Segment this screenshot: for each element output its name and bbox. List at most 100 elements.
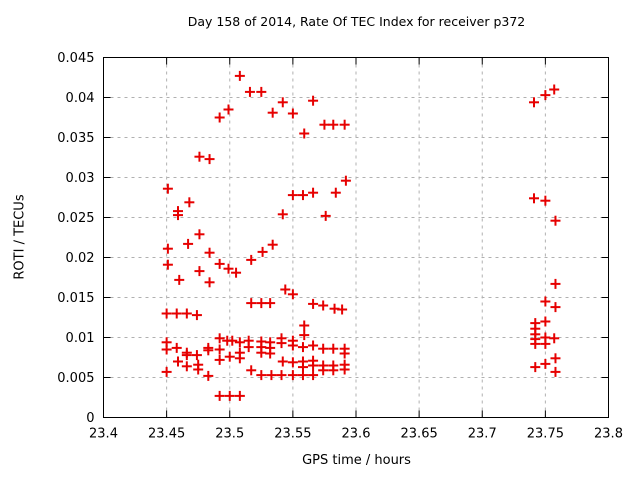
data-point <box>529 97 540 108</box>
data-point <box>194 266 205 277</box>
data-point <box>234 353 245 364</box>
y-tick-label: 0.04 <box>66 91 95 106</box>
chart-title: Day 158 of 2014, Rate Of TEC Index for r… <box>187 14 526 29</box>
data-point <box>277 209 288 220</box>
data-point <box>214 112 225 123</box>
data-point <box>549 84 560 95</box>
y-tick-label: 0.015 <box>57 291 94 306</box>
data-point <box>161 308 172 319</box>
data-point <box>276 338 287 349</box>
data-point <box>328 365 339 376</box>
x-tick-label: 23.5 <box>215 427 244 442</box>
data-point <box>319 119 330 130</box>
data-point <box>246 365 257 376</box>
data-point <box>318 343 329 354</box>
data-point <box>308 95 319 106</box>
data-point <box>203 370 214 381</box>
data-point <box>540 90 551 101</box>
data-point <box>540 338 551 349</box>
data-point <box>172 210 183 221</box>
data-point <box>340 175 351 186</box>
data-point <box>214 344 225 355</box>
data-point <box>530 338 541 349</box>
data-point <box>161 366 172 377</box>
data-point <box>287 190 298 201</box>
data-point <box>214 258 225 269</box>
y-tick-label: 0.005 <box>57 371 94 386</box>
data-point <box>181 308 192 319</box>
data-point <box>318 365 329 376</box>
x-tick-label: 23.45 <box>148 427 185 442</box>
x-tick-label: 23.6 <box>342 427 371 442</box>
data-point <box>203 345 214 356</box>
data-point <box>287 357 298 368</box>
data-point <box>550 302 561 313</box>
data-point <box>256 347 267 358</box>
data-point <box>184 197 195 208</box>
data-point <box>246 298 257 309</box>
data-point <box>223 104 234 115</box>
data-point <box>277 97 288 108</box>
data-point <box>172 356 183 367</box>
data-point <box>224 390 235 401</box>
x-tick-label: 23.65 <box>401 427 438 442</box>
data-point <box>287 289 298 300</box>
data-point <box>277 356 288 367</box>
data-point <box>287 370 298 381</box>
data-point <box>234 337 245 348</box>
grid <box>103 57 609 418</box>
data-point <box>339 364 350 375</box>
data-point <box>257 246 268 257</box>
data-point <box>267 239 278 250</box>
data-point <box>280 284 291 295</box>
data-point <box>181 361 192 372</box>
data-point <box>265 348 276 359</box>
data-point <box>234 70 245 81</box>
data-point <box>266 370 277 381</box>
data-point <box>308 187 319 198</box>
data-point <box>308 298 319 309</box>
data-point <box>227 335 238 346</box>
data-point <box>244 86 255 97</box>
data-point <box>540 195 551 206</box>
y-tick-label: 0.02 <box>66 251 95 266</box>
x-tick-label: 23.55 <box>274 427 311 442</box>
data-point <box>265 298 276 309</box>
data-point <box>529 193 540 204</box>
data-point <box>540 296 551 307</box>
data-point <box>299 128 310 139</box>
data-point <box>171 308 182 319</box>
data-point <box>330 187 341 198</box>
data-point <box>297 342 308 353</box>
data-point <box>246 254 257 265</box>
data-point <box>308 370 319 381</box>
y-tick-label: 0.025 <box>57 211 94 226</box>
x-axis-label: GPS time / hours <box>302 453 411 468</box>
data-point <box>530 362 541 373</box>
data-point <box>162 243 173 254</box>
data-point <box>299 330 310 341</box>
data-point <box>193 364 204 375</box>
plot-border <box>103 57 609 418</box>
data-point <box>214 390 225 401</box>
data-point <box>299 320 310 331</box>
data-point <box>183 238 194 249</box>
data-point <box>540 358 551 369</box>
data-point <box>337 304 348 315</box>
y-tick-label: 0.035 <box>57 131 94 146</box>
data-point <box>191 310 202 321</box>
data-point <box>318 300 329 311</box>
data-point <box>204 247 215 258</box>
data-point <box>223 263 234 274</box>
data-point <box>549 333 560 344</box>
data-point <box>339 348 350 359</box>
data-point <box>171 342 182 353</box>
y-tick-label: 0.01 <box>66 331 95 346</box>
data-point <box>297 190 308 201</box>
data-point <box>234 390 245 401</box>
data-point <box>214 333 225 344</box>
x-tick-label: 23.7 <box>468 427 497 442</box>
data-point <box>161 344 172 355</box>
